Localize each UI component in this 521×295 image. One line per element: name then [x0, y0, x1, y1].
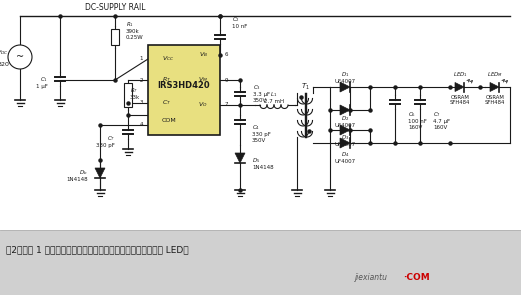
- Text: 7: 7: [225, 102, 229, 107]
- Text: DC-SUPPLY RAIL: DC-SUPPLY RAIL: [85, 4, 145, 12]
- Text: $V_M$: $V_M$: [198, 76, 208, 84]
- Text: $C_T$: $C_T$: [162, 99, 171, 107]
- Text: $C_T$
330 pF: $C_T$ 330 pF: [96, 134, 115, 148]
- Text: 2: 2: [140, 78, 143, 83]
- Text: $C_6$
100 nF
160V: $C_6$ 100 nF 160V: [408, 110, 427, 130]
- Text: $LED_1$: $LED_1$: [453, 71, 467, 79]
- Polygon shape: [340, 82, 350, 92]
- Text: $C_3$
3.3 μF
350V: $C_3$ 3.3 μF 350V: [253, 83, 270, 103]
- Text: 4: 4: [140, 122, 143, 127]
- Text: $LED_M$: $LED_M$: [487, 71, 503, 79]
- Text: $C_4$
330 pF
350V: $C_4$ 330 pF 350V: [252, 123, 271, 143]
- Text: 3: 3: [140, 101, 143, 106]
- Text: OSRAM
SFH484: OSRAM SFH484: [450, 95, 470, 105]
- Text: $D_4$
UF4007: $D_4$ UF4007: [334, 150, 355, 164]
- Bar: [124, 83, 132, 107]
- Bar: [0, 0, 521, 230]
- Bar: [0, 230, 521, 295]
- Text: $D_5$
1N4148: $D_5$ 1N4148: [252, 156, 274, 170]
- Text: 9: 9: [225, 78, 229, 83]
- Text: 6: 6: [225, 53, 229, 58]
- Bar: [111, 29, 119, 45]
- Polygon shape: [95, 168, 105, 178]
- Text: $L_1$
2.7 mH: $L_1$ 2.7 mH: [264, 90, 284, 104]
- Text: $V_B$: $V_B$: [199, 50, 208, 60]
- Text: $D_b$
1N4148: $D_b$ 1N4148: [66, 168, 88, 182]
- Text: $R_1$
390k
0.25W: $R_1$ 390k 0.25W: [126, 20, 144, 40]
- Text: $V_O$: $V_O$: [199, 101, 208, 109]
- Polygon shape: [340, 125, 350, 135]
- Text: $V_{DC}$: $V_{DC}$: [0, 49, 9, 58]
- Text: $T_1$: $T_1$: [301, 82, 309, 92]
- Polygon shape: [235, 153, 245, 163]
- Text: $D_2$
UF4007: $D_2$ UF4007: [334, 114, 355, 128]
- Circle shape: [8, 45, 32, 69]
- Text: 1: 1: [140, 57, 143, 61]
- Text: $C_1$
1 μF: $C_1$ 1 μF: [36, 75, 48, 89]
- Text: 图2，为图 1 电路增加一个变压器可以根据需求尽可能多地连接 LED。: 图2，为图 1 电路增加一个变压器可以根据需求尽可能多地连接 LED。: [6, 245, 189, 255]
- Text: $C_7$
4.7 μF
160V: $C_7$ 4.7 μF 160V: [433, 110, 450, 130]
- Text: $R_T$
33k: $R_T$ 33k: [130, 86, 140, 100]
- Text: $D_3$
UF4007: $D_3$ UF4007: [334, 133, 355, 147]
- Polygon shape: [490, 83, 499, 91]
- Polygon shape: [340, 105, 350, 115]
- Text: ~: ~: [16, 52, 24, 62]
- Text: ·COM: ·COM: [403, 273, 430, 283]
- Text: $R_T$: $R_T$: [162, 76, 171, 84]
- Text: $V_{CC}$: $V_{CC}$: [162, 55, 175, 63]
- Polygon shape: [455, 83, 464, 91]
- Text: OSRAM
SFH484: OSRAM SFH484: [485, 95, 505, 105]
- Text: 320: 320: [0, 63, 9, 68]
- Polygon shape: [340, 138, 350, 148]
- Text: COM: COM: [162, 117, 177, 122]
- Text: $C_2$
10 nF: $C_2$ 10 nF: [232, 15, 247, 29]
- Text: IRS3HD420: IRS3HD420: [158, 81, 210, 89]
- Text: jiexiantu: jiexiantu: [355, 273, 388, 283]
- Bar: [148, 45, 220, 135]
- Text: $D_1$
UF4007: $D_1$ UF4007: [334, 70, 355, 84]
